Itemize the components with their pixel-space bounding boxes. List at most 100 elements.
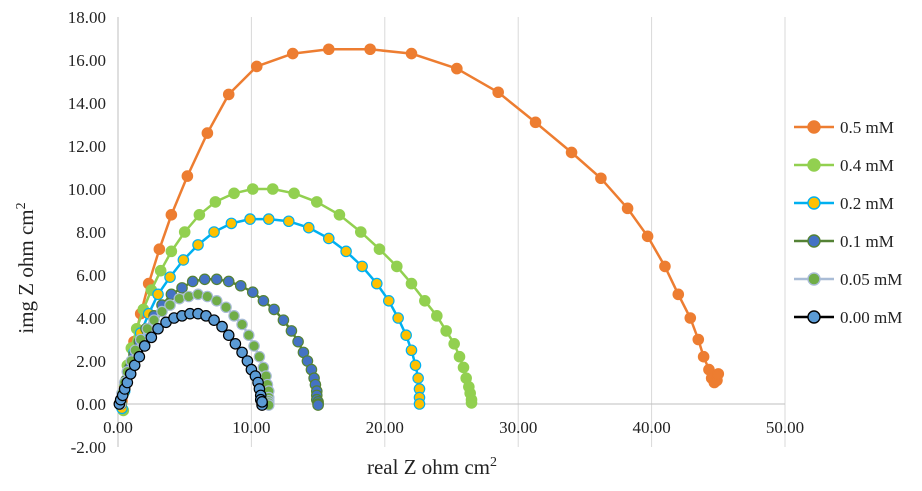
data-point — [229, 337, 242, 350]
data-point — [595, 172, 607, 185]
data-point — [356, 260, 368, 273]
data-point — [373, 243, 386, 255]
y-tick-label: -2.00 — [71, 438, 106, 457]
data-point — [244, 213, 256, 225]
data-point — [236, 346, 248, 359]
data-point — [186, 275, 199, 288]
data-point — [208, 226, 220, 238]
data-point — [697, 350, 710, 363]
data-point — [285, 325, 298, 337]
y-tick-label: 8.00 — [76, 223, 106, 242]
data-point — [529, 116, 542, 129]
legend-marker — [807, 158, 821, 172]
data-point — [292, 335, 304, 348]
data-point — [236, 318, 248, 331]
data-point — [145, 331, 158, 344]
data-point — [220, 301, 232, 314]
data-point — [192, 239, 204, 251]
data-point — [198, 273, 211, 286]
legend-item: 0.5 mM — [794, 118, 894, 137]
data-point — [222, 329, 235, 341]
data-point — [178, 226, 191, 238]
data-point — [182, 290, 195, 303]
legend-marker — [807, 120, 821, 134]
data-point — [246, 286, 259, 298]
data-point — [405, 277, 418, 290]
legend-item: 0.05 mM — [794, 270, 902, 289]
x-tick-label: 50.00 — [766, 418, 804, 437]
data-point — [209, 196, 222, 208]
data-point — [405, 344, 418, 357]
data-point — [173, 292, 186, 305]
data-point — [268, 303, 280, 316]
data-point — [457, 361, 470, 374]
x-axis-title: real Z ohm cm2 — [367, 455, 497, 479]
data-point — [192, 288, 204, 301]
data-point — [225, 217, 238, 230]
data-point — [641, 230, 654, 243]
data-point — [405, 47, 418, 60]
data-point — [277, 314, 290, 326]
data-point — [672, 288, 685, 301]
data-point — [248, 340, 260, 352]
legend-label: 0.5 mM — [840, 118, 894, 137]
legend-item: 0.4 mM — [794, 156, 894, 175]
data-point — [266, 183, 279, 195]
data-point — [262, 213, 275, 225]
legend-label: 0.05 mM — [840, 270, 902, 289]
data-point — [448, 337, 460, 350]
legend-marker — [807, 196, 821, 210]
x-tick-label: 10.00 — [232, 418, 270, 437]
data-point — [383, 294, 395, 307]
data-point — [177, 254, 190, 266]
series-group — [113, 43, 725, 417]
series-0_5-mM — [116, 43, 725, 407]
data-point — [222, 275, 235, 288]
data-point — [282, 215, 295, 228]
data-point — [210, 273, 223, 286]
data-point — [712, 368, 725, 380]
y-tick-label: 12.00 — [68, 137, 106, 156]
y-tick-label: 16.00 — [68, 51, 106, 70]
data-point — [222, 88, 235, 101]
data-point — [431, 310, 443, 322]
data-point — [413, 398, 426, 410]
data-point — [465, 397, 478, 409]
data-point — [201, 290, 214, 303]
data-point — [242, 329, 255, 341]
data-point — [250, 60, 263, 73]
data-point — [228, 310, 240, 322]
data-point — [453, 350, 466, 363]
y-axis-title: img Z ohm cm2 — [14, 202, 38, 333]
data-point — [234, 279, 247, 292]
data-point — [302, 221, 315, 234]
legend-label: 0.4 mM — [840, 156, 894, 175]
data-point — [451, 62, 463, 75]
data-point — [659, 260, 671, 273]
legend: 0.5 mM 0.4 mM 0.2 mM 0.1 mM 0.05 mM 0.00 mM — [794, 118, 902, 327]
legend-label: 0.2 mM — [840, 194, 894, 213]
data-point — [684, 312, 697, 324]
legend-item: 0.1 mM — [794, 232, 894, 251]
data-point — [193, 209, 206, 221]
legend-marker — [807, 234, 821, 248]
legend-marker — [807, 272, 821, 286]
data-point — [312, 399, 324, 411]
data-point — [340, 245, 352, 258]
y-tick-label: 10.00 — [68, 180, 106, 199]
legend-label: 0.00 mM — [840, 308, 902, 327]
data-point — [322, 43, 335, 56]
y-tick-label: 6.00 — [76, 266, 106, 285]
x-tick-label: 30.00 — [499, 418, 537, 437]
data-point — [228, 187, 240, 200]
data-point — [138, 340, 151, 352]
data-point — [354, 226, 367, 238]
data-point — [392, 312, 404, 324]
data-point — [153, 243, 166, 255]
data-point — [400, 329, 412, 341]
x-tick-label: 0.00 — [103, 418, 133, 437]
data-point — [208, 314, 220, 326]
legend-item: 0.2 mM — [794, 194, 894, 213]
data-point — [156, 305, 168, 318]
